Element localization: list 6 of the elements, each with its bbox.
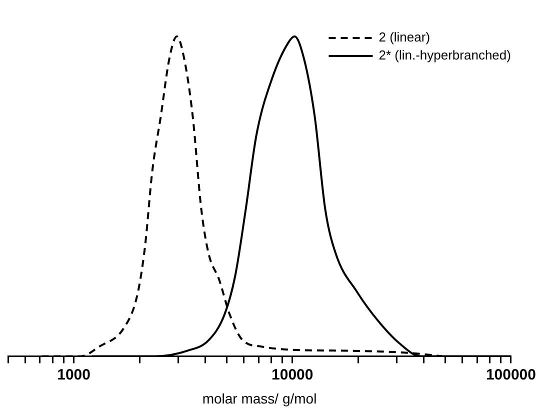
x-tick-label: 10000 xyxy=(272,366,314,384)
x-tick-label: 100000 xyxy=(486,366,536,384)
x-tick-label: 1000 xyxy=(57,366,90,384)
x-axis-title: molar mass/ g/mol xyxy=(202,390,317,406)
legend-label: 2 (linear) xyxy=(378,30,430,45)
legend-label: 2* (lin.-hyperbranched) xyxy=(378,48,511,63)
